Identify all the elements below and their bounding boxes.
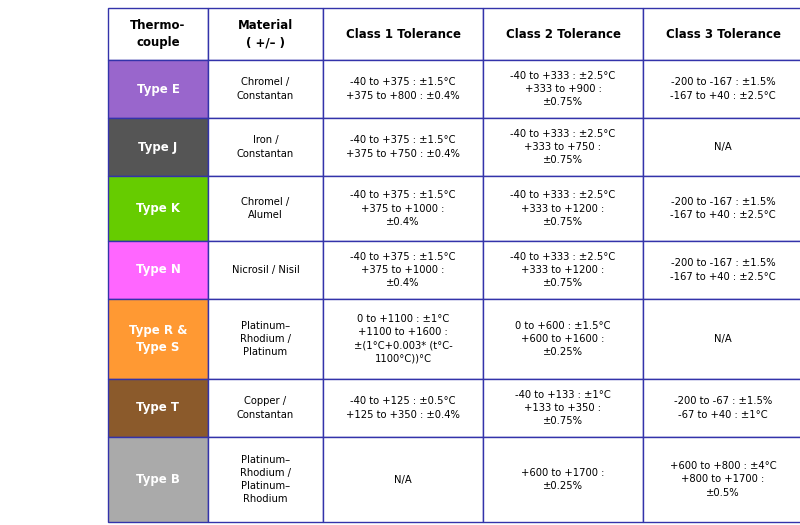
Text: 0 to +600 : ±1.5°C
+600 to +1600 :
±0.25%: 0 to +600 : ±1.5°C +600 to +1600 : ±0.25…	[515, 321, 610, 357]
Bar	[643, 241, 800, 299]
Text: Class 2 Tolerance: Class 2 Tolerance	[506, 27, 621, 40]
Bar	[208, 176, 323, 241]
Text: Chromel /
Constantan: Chromel / Constantan	[237, 77, 294, 101]
Text: -40 to +375 : ±1.5°C
+375 to +800 : ±0.4%: -40 to +375 : ±1.5°C +375 to +800 : ±0.4…	[346, 77, 460, 101]
Text: +600 to +1700 :
±0.25%: +600 to +1700 : ±0.25%	[522, 468, 605, 491]
Text: -40 to +133 : ±1°C
+133 to +350 :
±0.75%: -40 to +133 : ±1°C +133 to +350 : ±0.75%	[515, 390, 611, 426]
Text: -40 to +375 : ±1.5°C
+375 to +1000 :
±0.4%: -40 to +375 : ±1.5°C +375 to +1000 : ±0.…	[350, 190, 456, 227]
Text: Class 1 Tolerance: Class 1 Tolerance	[346, 27, 461, 40]
Text: N/A: N/A	[714, 334, 732, 344]
Bar	[108, 118, 208, 176]
Bar	[208, 118, 323, 176]
Bar	[323, 176, 483, 241]
Text: Class 3 Tolerance: Class 3 Tolerance	[666, 27, 781, 40]
Text: Platinum–
Rhodium /
Platinum–
Rhodium: Platinum– Rhodium / Platinum– Rhodium	[240, 455, 291, 505]
Text: Copper /
Constantan: Copper / Constantan	[237, 396, 294, 419]
Bar	[643, 299, 800, 379]
Text: -200 to -167 : ±1.5%
-167 to +40 : ±2.5°C: -200 to -167 : ±1.5% -167 to +40 : ±2.5°…	[670, 197, 776, 220]
Text: Type B: Type B	[136, 473, 180, 486]
Bar	[643, 437, 800, 522]
Bar	[483, 176, 643, 241]
Text: 0 to +1100 : ±1°C
+1100 to +1600 :
±(1°C+0.003* (t°C-
1100°C))°C: 0 to +1100 : ±1°C +1100 to +1600 : ±(1°C…	[354, 314, 452, 364]
Bar	[108, 176, 208, 241]
Text: Type J: Type J	[138, 141, 178, 153]
Bar	[323, 299, 483, 379]
Bar	[208, 8, 323, 60]
Bar	[483, 299, 643, 379]
Text: Nicrosil / Nisil: Nicrosil / Nisil	[232, 265, 299, 275]
Bar	[483, 8, 643, 60]
Text: Type R &
Type S: Type R & Type S	[129, 324, 187, 354]
Bar	[323, 379, 483, 437]
Text: -40 to +125 : ±0.5°C
+125 to +350 : ±0.4%: -40 to +125 : ±0.5°C +125 to +350 : ±0.4…	[346, 396, 460, 419]
Bar	[643, 8, 800, 60]
Bar	[483, 241, 643, 299]
Bar	[108, 241, 208, 299]
Text: Chromel /
Alumel: Chromel / Alumel	[242, 197, 290, 220]
Bar	[483, 60, 643, 118]
Bar	[643, 60, 800, 118]
Bar	[208, 437, 323, 522]
Bar	[323, 8, 483, 60]
Text: -40 to +375 : ±1.5°C
+375 to +1000 :
±0.4%: -40 to +375 : ±1.5°C +375 to +1000 : ±0.…	[350, 252, 456, 288]
Text: Iron /
Constantan: Iron / Constantan	[237, 135, 294, 159]
Bar	[323, 241, 483, 299]
Text: N/A: N/A	[394, 475, 412, 485]
Text: -200 to -67 : ±1.5%
-67 to +40 : ±1°C: -200 to -67 : ±1.5% -67 to +40 : ±1°C	[674, 396, 772, 419]
Text: -40 to +333 : ±2.5°C
+333 to +750 :
±0.75%: -40 to +333 : ±2.5°C +333 to +750 : ±0.7…	[510, 129, 616, 165]
Text: Type E: Type E	[137, 82, 179, 96]
Text: Type T: Type T	[137, 402, 179, 415]
Bar	[208, 379, 323, 437]
Bar	[323, 60, 483, 118]
Bar	[323, 437, 483, 522]
Text: Platinum–
Rhodium /
Platinum: Platinum– Rhodium / Platinum	[240, 321, 291, 357]
Bar	[323, 118, 483, 176]
Text: -40 to +375 : ±1.5°C
+375 to +750 : ±0.4%: -40 to +375 : ±1.5°C +375 to +750 : ±0.4…	[346, 135, 460, 159]
Text: Type N: Type N	[135, 264, 181, 277]
Bar	[208, 241, 323, 299]
Text: -40 to +333 : ±2.5°C
+333 to +1200 :
±0.75%: -40 to +333 : ±2.5°C +333 to +1200 : ±0.…	[510, 252, 616, 288]
Bar	[643, 379, 800, 437]
Bar	[483, 118, 643, 176]
Bar	[108, 60, 208, 118]
Bar	[643, 176, 800, 241]
Text: Material
( +/– ): Material ( +/– )	[238, 19, 293, 49]
Bar	[108, 379, 208, 437]
Bar	[483, 379, 643, 437]
Bar	[483, 437, 643, 522]
Text: +600 to +800 : ±4°C
+800 to +1700 :
±0.5%: +600 to +800 : ±4°C +800 to +1700 : ±0.5…	[670, 461, 776, 498]
Bar	[108, 8, 208, 60]
Bar	[643, 118, 800, 176]
Bar	[108, 437, 208, 522]
Text: -200 to -167 : ±1.5%
-167 to +40 : ±2.5°C: -200 to -167 : ±1.5% -167 to +40 : ±2.5°…	[670, 258, 776, 281]
Text: -40 to +333 : ±2.5°C
+333 to +900 :
±0.75%: -40 to +333 : ±2.5°C +333 to +900 : ±0.7…	[510, 71, 616, 107]
Text: -40 to +333 : ±2.5°C
+333 to +1200 :
±0.75%: -40 to +333 : ±2.5°C +333 to +1200 : ±0.…	[510, 190, 616, 227]
Text: Thermo-
couple: Thermo- couple	[130, 19, 186, 49]
Bar	[108, 299, 208, 379]
Text: N/A: N/A	[714, 142, 732, 152]
Text: -200 to -167 : ±1.5%
-167 to +40 : ±2.5°C: -200 to -167 : ±1.5% -167 to +40 : ±2.5°…	[670, 77, 776, 101]
Text: Type K: Type K	[136, 202, 180, 215]
Bar	[208, 299, 323, 379]
Bar	[208, 60, 323, 118]
